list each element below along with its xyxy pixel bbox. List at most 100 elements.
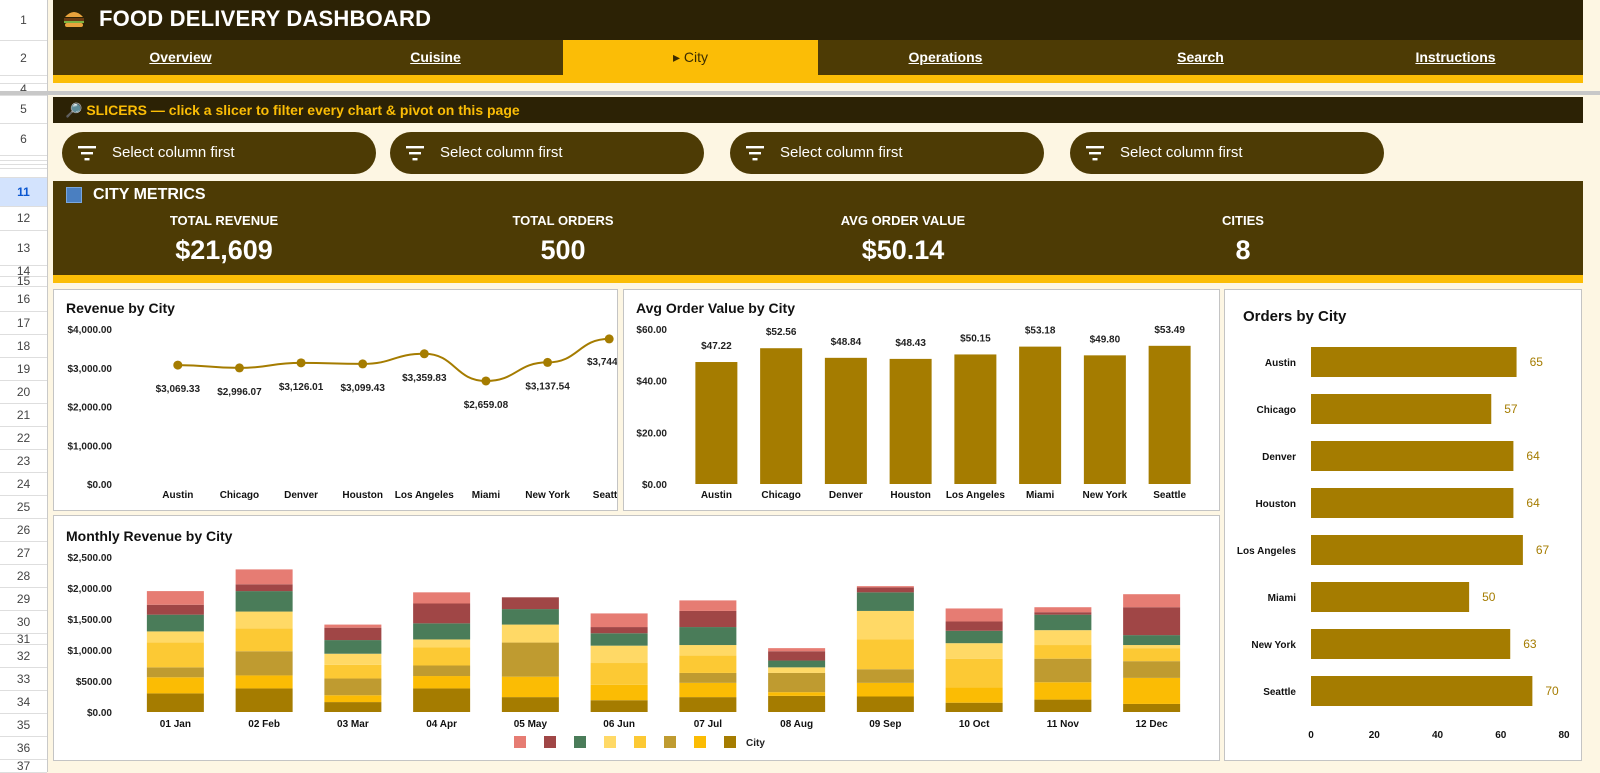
- freeze-divider[interactable]: [0, 91, 1600, 95]
- row-divider: [0, 736, 47, 737]
- legend-swatch: [694, 736, 706, 748]
- bar: [760, 348, 803, 484]
- row-number[interactable]: 31: [16, 631, 31, 646]
- bar: [1311, 347, 1517, 377]
- y-tick-label: Los Angeles: [1237, 546, 1297, 557]
- x-tick-label: 01 Jan: [160, 719, 191, 730]
- row-number[interactable]: 16: [16, 291, 31, 306]
- stack-segment: [1034, 614, 1092, 631]
- x-tick-label: 04 Apr: [426, 719, 457, 730]
- stack-segment: [768, 660, 826, 668]
- stack-segment: [146, 677, 204, 694]
- data-point: [296, 358, 306, 368]
- x-tick-label: 08 Aug: [780, 719, 813, 730]
- avg-order-bar-chart: $0.00 $20.00 $40.00 $60.00 $47.22 Austin $52.5…: [636, 325, 1191, 501]
- row-number[interactable]: 28: [16, 568, 31, 583]
- tab-overview[interactable]: Overview: [149, 49, 212, 65]
- filter-icon: [746, 146, 764, 161]
- data-point: [543, 357, 553, 367]
- stack-segment: [235, 628, 293, 652]
- slicer-4[interactable]: Select column first: [1070, 132, 1384, 174]
- metrics-underline: [53, 275, 1583, 283]
- stack-segment: [856, 682, 914, 697]
- stack-segment: [501, 697, 559, 712]
- page-title: FOOD DELIVERY DASHBOARD: [99, 6, 432, 31]
- data-label: 64: [1526, 496, 1540, 510]
- tab-instructions[interactable]: Instructions: [1415, 49, 1496, 65]
- y-tick-label: $1,000.00: [68, 441, 113, 452]
- data-label: $47.22: [701, 341, 732, 352]
- slicer-1[interactable]: Select column first: [62, 132, 376, 174]
- stack-segment: [1123, 703, 1181, 712]
- x-tick-label: New York: [1083, 490, 1128, 501]
- data-label: 57: [1504, 402, 1518, 416]
- avg-order-value-card[interactable]: Avg Order Value by City $0.00 $20.00 $40.0…: [623, 289, 1220, 511]
- y-tick-label: $1,500.00: [68, 615, 113, 626]
- row-number[interactable]: 24: [16, 476, 31, 491]
- row-number[interactable]: 19: [16, 361, 31, 376]
- row-number[interactable]: 22: [16, 430, 31, 445]
- row-number[interactable]: 6: [20, 132, 27, 146]
- row-number[interactable]: 2: [20, 50, 27, 65]
- row-number[interactable]: 23: [16, 453, 31, 468]
- row-number[interactable]: 15: [16, 274, 31, 288]
- burger-icon: [64, 12, 84, 27]
- row-number[interactable]: 35: [16, 717, 31, 732]
- chart-title: Avg Order Value by City: [636, 300, 795, 316]
- x-tick-label: 20: [1369, 730, 1381, 741]
- slicer-2[interactable]: Select column first: [390, 132, 704, 174]
- stack-segment: [413, 592, 471, 604]
- filter-icon: [1086, 146, 1104, 161]
- x-tick-label: 40: [1432, 730, 1444, 741]
- row-divider: [0, 230, 47, 231]
- x-tick-label: Seattle: [1153, 490, 1186, 501]
- x-tick-label: Chicago: [220, 490, 259, 501]
- row-number[interactable]: 25: [16, 499, 31, 514]
- row-number[interactable]: 27: [16, 545, 31, 560]
- y-tick-label: $4,000.00: [68, 325, 113, 336]
- stack-segment: [1034, 658, 1092, 683]
- row-number[interactable]: 37: [16, 758, 31, 773]
- x-tick-label: Seattle: [593, 490, 617, 501]
- monthly-revenue-card[interactable]: Monthly Revenue by City $0.00 $500.00 $1,0…: [53, 515, 1220, 761]
- stack-segment: [945, 608, 1003, 622]
- row-number[interactable]: 1: [20, 13, 27, 27]
- row-number[interactable]: 33: [16, 671, 31, 686]
- row-number[interactable]: 5: [20, 102, 27, 116]
- orders-by-city-card[interactable]: Orders by City Austin 65 Chicago 57 Denver 64…: [1224, 289, 1582, 761]
- row-number[interactable]: 11: [17, 184, 30, 199]
- row-divider: [0, 633, 47, 634]
- row-number[interactable]: 13: [16, 240, 31, 255]
- row-divider: [0, 206, 47, 207]
- row-divider: [0, 155, 47, 156]
- row-number[interactable]: 26: [16, 522, 31, 537]
- row-number[interactable]: 34: [16, 694, 31, 709]
- revenue-by-city-card[interactable]: Revenue by City $0.00 $1,000.00 $2,000.00 $…: [53, 289, 618, 511]
- row-divider: [0, 286, 47, 287]
- row-number[interactable]: 4: [20, 82, 27, 96]
- tab-operations[interactable]: Operations: [908, 49, 983, 65]
- legend-swatch: [634, 736, 646, 748]
- data-label: $3,744.41: [587, 357, 617, 368]
- y-tick-label: New York: [1251, 640, 1296, 651]
- row-number[interactable]: 18: [16, 338, 31, 353]
- stack-segment: [235, 569, 293, 585]
- row-number[interactable]: 30: [16, 614, 31, 629]
- data-label: 70: [1545, 684, 1559, 698]
- row-number[interactable]: 20: [16, 384, 31, 399]
- row-number[interactable]: 14: [16, 263, 31, 278]
- y-tick-label: Chicago: [1257, 405, 1296, 416]
- row-number[interactable]: 29: [16, 591, 31, 606]
- stack-segment: [856, 592, 914, 611]
- tab-city[interactable]: ▸ City: [563, 40, 818, 75]
- row-number[interactable]: 32: [16, 648, 31, 663]
- x-tick-label: Houston: [890, 490, 931, 501]
- row-number[interactable]: 12: [16, 211, 31, 225]
- tab-cuisine[interactable]: Cuisine: [410, 49, 461, 65]
- tab-search[interactable]: Search: [1177, 49, 1224, 65]
- row-number[interactable]: 21: [16, 407, 31, 422]
- row-number[interactable]: 36: [16, 740, 31, 755]
- y-tick-label: Miami: [1268, 593, 1297, 604]
- slicer-3[interactable]: Select column first: [730, 132, 1044, 174]
- row-number[interactable]: 17: [16, 315, 31, 330]
